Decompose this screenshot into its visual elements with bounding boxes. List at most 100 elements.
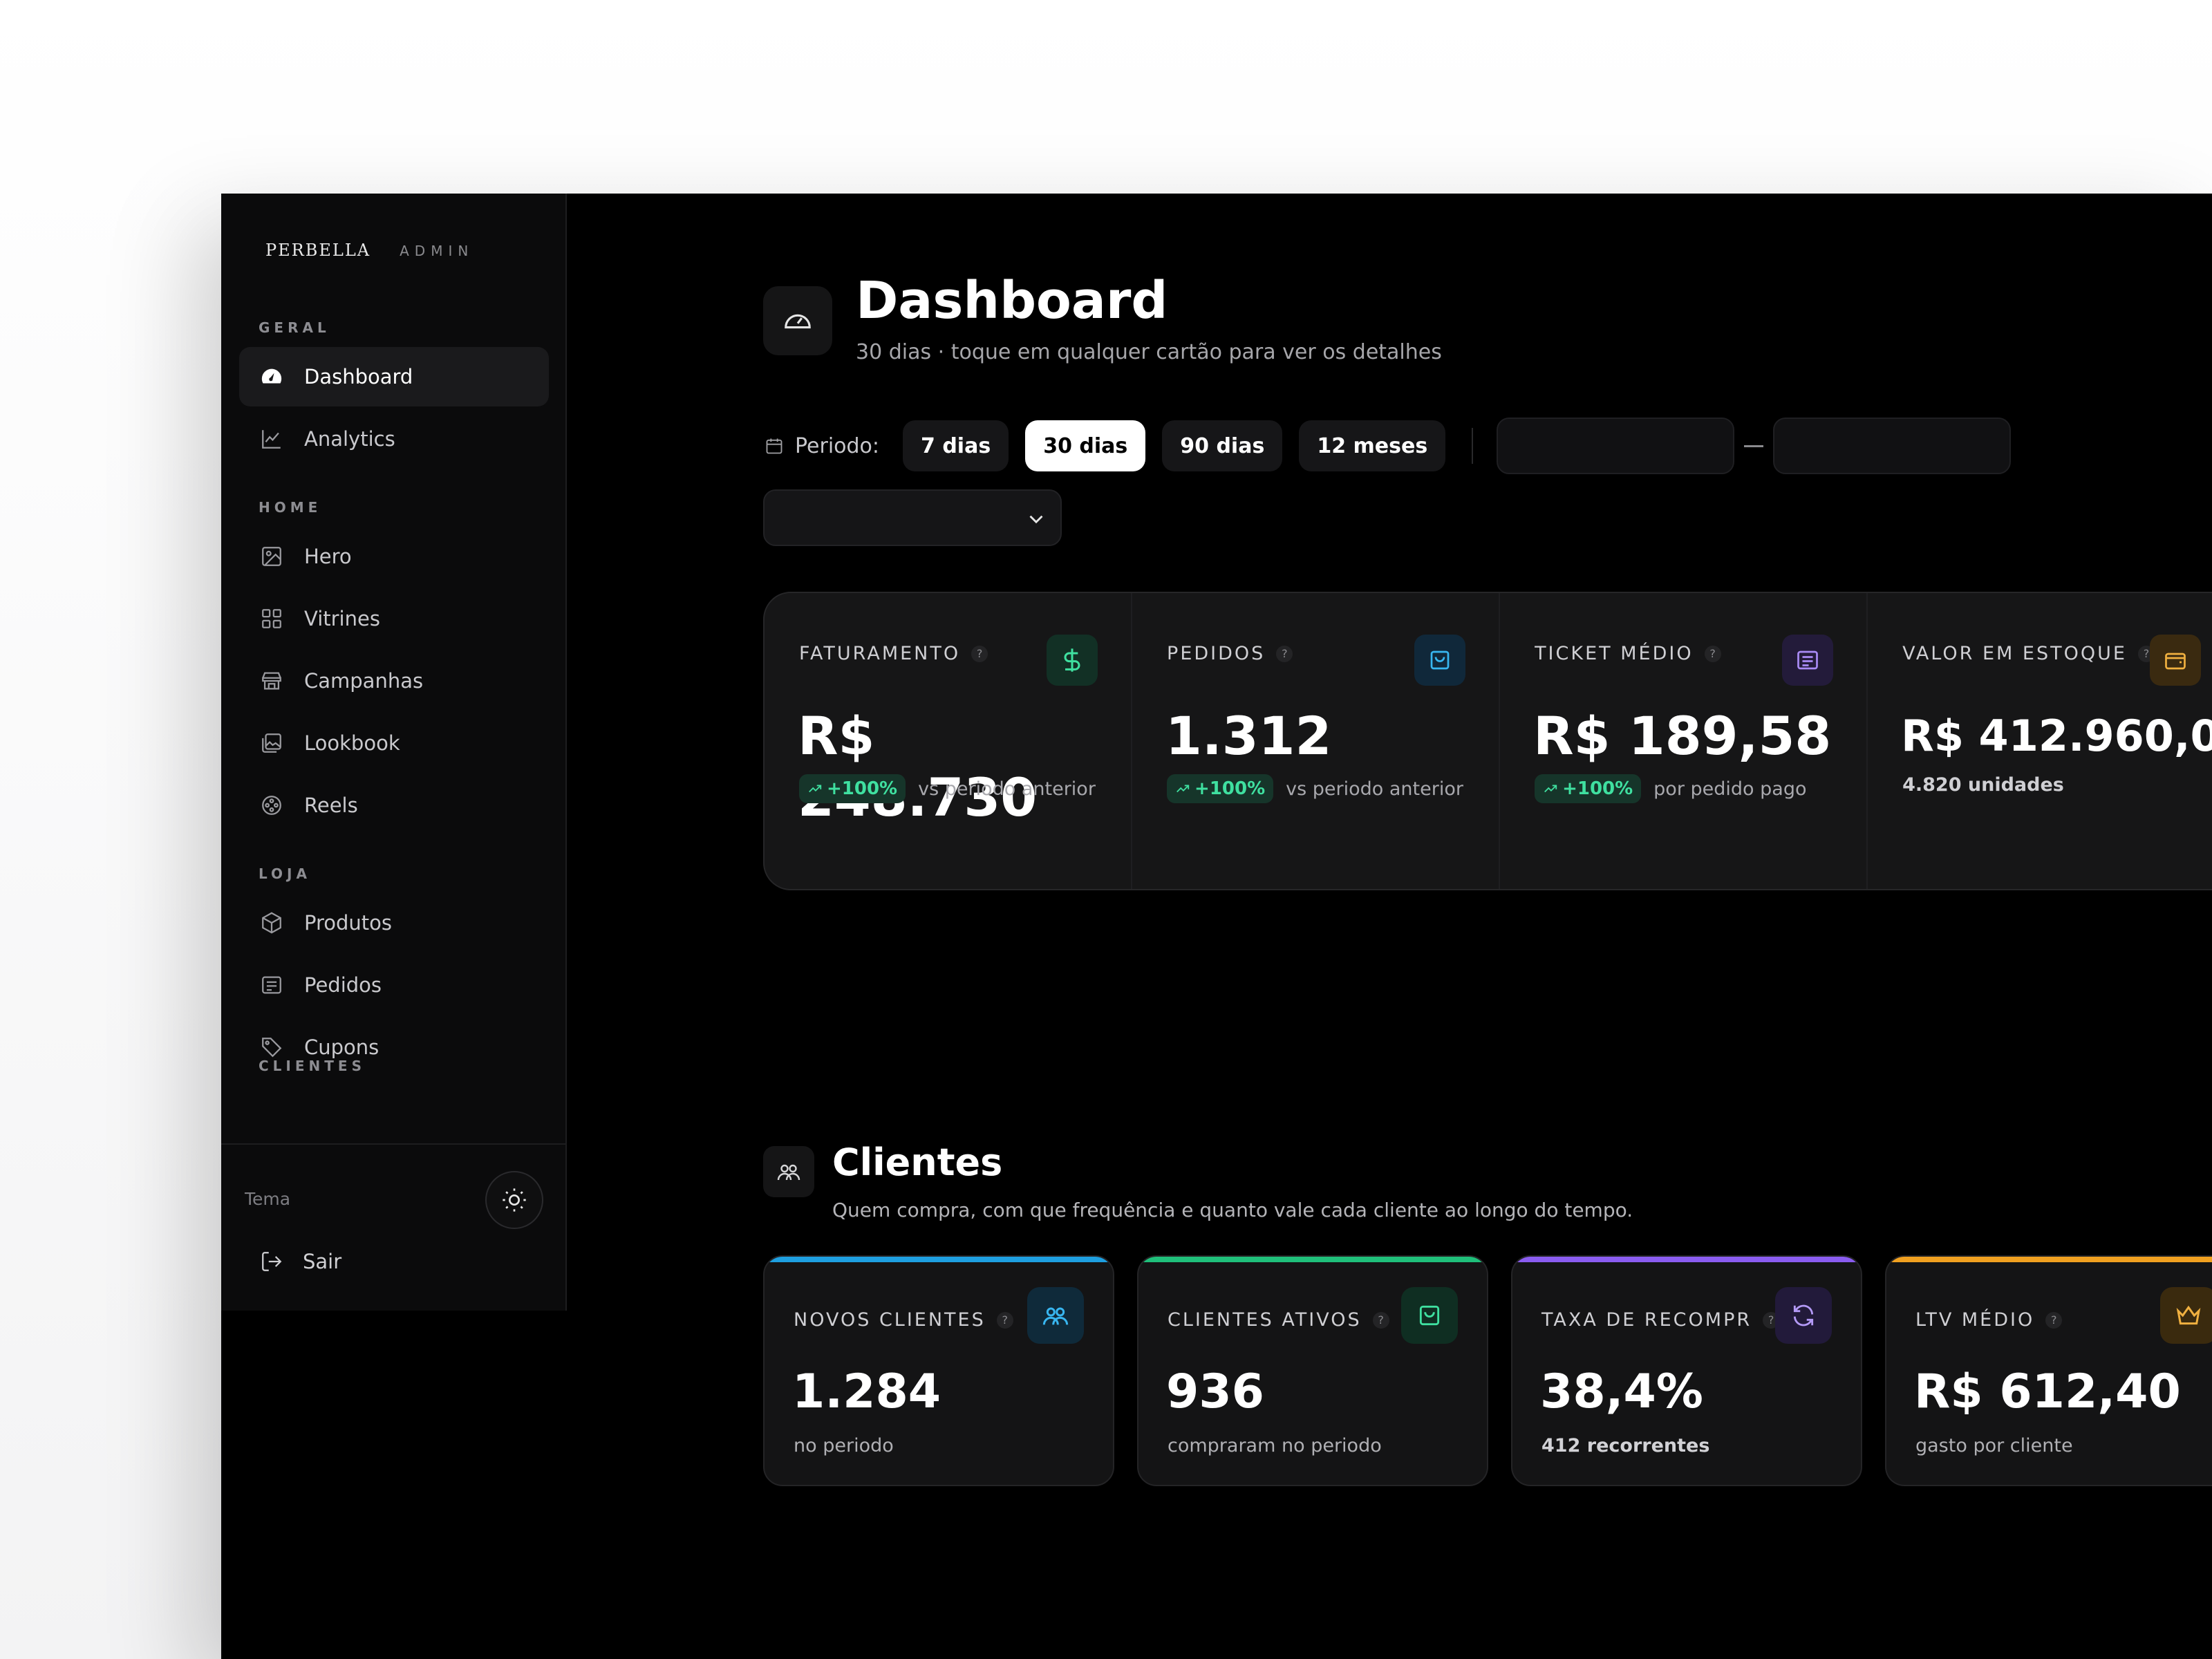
- sidebar-item-label: Pedidos: [304, 973, 382, 997]
- client-card-label: CLIENTES ATIVOS ?: [1168, 1309, 1389, 1331]
- clients-section-title: Clientes: [832, 1141, 1003, 1184]
- period-option-7d[interactable]: 7 dias: [903, 420, 1009, 471]
- sidebar-item-dashboard[interactable]: Dashboard: [239, 347, 549, 406]
- sidebar-item-label: Produtos: [304, 911, 393, 935]
- section-label-home: HOME: [259, 499, 322, 516]
- sidebar-item-hero[interactable]: Hero: [239, 527, 549, 586]
- dollar-icon: [1047, 635, 1098, 686]
- trend-up-icon: [1177, 785, 1190, 793]
- kpi-label-text: VALOR EM ESTOQUE: [1902, 643, 2127, 664]
- brand-name: PERBELLA: [265, 241, 371, 260]
- kpi-footer: 4.820 unidades: [1902, 774, 2064, 796]
- sidebar-item-vitrines[interactable]: Vitrines: [239, 589, 549, 648]
- logout-icon: [262, 1252, 282, 1271]
- client-card-ltv-medio[interactable]: LTV MÉDIO ? R$ 612,40 gasto por cliente: [1885, 1255, 2212, 1486]
- sidebar-item-cupons[interactable]: Cupons: [239, 1018, 549, 1077]
- sidebar-item-produtos[interactable]: Produtos: [239, 893, 549, 953]
- page-title: Dashboard: [856, 271, 1168, 330]
- kpi-label-text: PEDIDOS: [1167, 643, 1266, 664]
- logout-button[interactable]: Sair: [260, 1250, 341, 1273]
- client-card-label-text: TAXA DE RECOMPR: [1541, 1309, 1752, 1331]
- chevron-down-icon: [1029, 515, 1043, 524]
- section-label-geral: GERAL: [259, 319, 330, 336]
- kpi-panel: FATURAMENTO ? R$ 248.730 +100% vs period…: [763, 592, 2212, 890]
- refresh-icon: [1775, 1287, 1832, 1344]
- help-icon[interactable]: ?: [1704, 645, 1721, 662]
- sun-icon: [503, 1188, 526, 1212]
- date-to-input[interactable]: [1773, 418, 2012, 474]
- sidebar-item-lookbook[interactable]: Lookbook: [239, 713, 549, 773]
- line-chart-icon: [262, 430, 281, 449]
- wallet-icon: [2150, 635, 2202, 686]
- card-accent-bar: [765, 1257, 1113, 1262]
- trend-badge: +100%: [1535, 774, 1642, 803]
- storefront-icon: [262, 672, 281, 690]
- sidebar-item-campanhas[interactable]: Campanhas: [239, 651, 549, 711]
- sidebar-item-label: Lookbook: [304, 731, 400, 755]
- sidebar-item-label: Dashboard: [304, 365, 413, 388]
- kpi-value: R$ 189,58: [1533, 705, 1832, 767]
- sidebar-item-label: Hero: [304, 545, 352, 568]
- brand-tag: ADMIN: [400, 243, 474, 259]
- kpi-note: por pedido pago: [1653, 778, 1807, 800]
- client-card-taxa-recompra[interactable]: TAXA DE RECOMPR ? 38,4% 412 recorrentes: [1511, 1255, 1862, 1486]
- date-range-dash: [1744, 444, 1764, 447]
- sidebar-item-label: Cupons: [304, 1035, 379, 1059]
- client-card-novos[interactable]: NOVOS CLIENTES ? 1.284 no periodo: [763, 1255, 1114, 1486]
- help-icon[interactable]: ?: [971, 645, 988, 662]
- sidebar-item-analytics[interactable]: Analytics: [239, 409, 549, 469]
- sidebar-item-reels[interactable]: Reels: [239, 776, 549, 835]
- brand-logo[interactable]: PERBELLA ADMIN: [265, 241, 474, 260]
- client-card-label: NOVOS CLIENTES ?: [794, 1309, 1013, 1331]
- kpi-card-valor-estoque[interactable]: VALOR EM ESTOQUE ? R$ 412.960,00 4.820 u…: [1868, 593, 2212, 889]
- help-icon[interactable]: ?: [1276, 645, 1293, 662]
- filter-select[interactable]: [763, 489, 1062, 546]
- help-icon[interactable]: ?: [996, 1311, 1013, 1329]
- logout-label: Sair: [303, 1250, 342, 1273]
- kpi-note: vs periodo anterior: [1286, 778, 1463, 800]
- sidebar-divider: [221, 1143, 567, 1145]
- client-card-value: 936: [1166, 1365, 1264, 1419]
- receipt-icon: [262, 976, 281, 994]
- help-icon[interactable]: ?: [1372, 1311, 1389, 1329]
- card-accent-bar: [1138, 1257, 1487, 1262]
- sidebar-item-pedidos[interactable]: Pedidos: [239, 955, 549, 1015]
- page-subtitle: 30 dias · toque em qualquer cartão para …: [856, 340, 1442, 364]
- kpi-note: vs periodo anterior: [918, 778, 1096, 800]
- period-option-30d[interactable]: 30 dias: [1025, 420, 1146, 471]
- kpi-card-pedidos[interactable]: PEDIDOS ? 1.312 +100% vs periodo anterio…: [1132, 593, 1501, 889]
- sidebar: PERBELLA ADMIN GERAL Dashboard Analytics…: [221, 194, 567, 1311]
- period-option-12m[interactable]: 12 meses: [1299, 420, 1446, 471]
- client-card-ativos[interactable]: CLIENTES ATIVOS ? 936 compraram no perio…: [1137, 1255, 1488, 1486]
- period-filter-bar: Periodo: 7 dias 30 dias 90 dias 12 meses: [765, 418, 2012, 474]
- help-icon[interactable]: ?: [2045, 1311, 2063, 1329]
- kpi-value: R$ 248.730: [798, 705, 1038, 828]
- client-card-note: gasto por cliente: [1915, 1435, 2073, 1456]
- kpi-label-text: TICKET MÉDIO: [1535, 643, 1694, 664]
- trend-value: +100%: [1562, 778, 1633, 799]
- kpi-label: VALOR EM ESTOQUE ?: [1902, 643, 2155, 664]
- kpi-label: FATURAMENTO ?: [799, 643, 988, 664]
- shopping-bag-icon: [1414, 635, 1466, 686]
- crown-icon: [2160, 1287, 2212, 1344]
- sidebar-item-label: Vitrines: [304, 607, 380, 630]
- kpi-card-faturamento[interactable]: FATURAMENTO ? R$ 248.730 +100% vs period…: [765, 593, 1133, 889]
- client-card-label: TAXA DE RECOMPR ?: [1541, 1309, 1780, 1331]
- sidebar-item-label: Campanhas: [304, 669, 424, 693]
- theme-label: Tema: [245, 1189, 291, 1209]
- users-icon: [1027, 1287, 1084, 1344]
- client-card-note: no periodo: [794, 1435, 894, 1456]
- film-reel-icon: [262, 796, 281, 815]
- calendar-icon: [766, 438, 782, 454]
- theme-toggle-button[interactable]: [485, 1171, 543, 1229]
- clients-section-icon: [763, 1146, 814, 1197]
- client-card-label-text: NOVOS CLIENTES: [794, 1309, 986, 1331]
- date-from-input[interactable]: [1497, 418, 1735, 474]
- kpi-value: 1.312: [1165, 705, 1332, 767]
- kpi-card-ticket-medio[interactable]: TICKET MÉDIO ? R$ 189,58 +100% por pedid…: [1500, 593, 1868, 889]
- client-card-value: 1.284: [792, 1365, 941, 1419]
- period-option-90d[interactable]: 90 dias: [1162, 420, 1283, 471]
- client-card-note: 412 recorrentes: [1541, 1435, 1710, 1456]
- card-accent-bar: [1886, 1257, 2212, 1262]
- clients-section-description: Quem compra, com que frequência e quanto…: [832, 1199, 1633, 1221]
